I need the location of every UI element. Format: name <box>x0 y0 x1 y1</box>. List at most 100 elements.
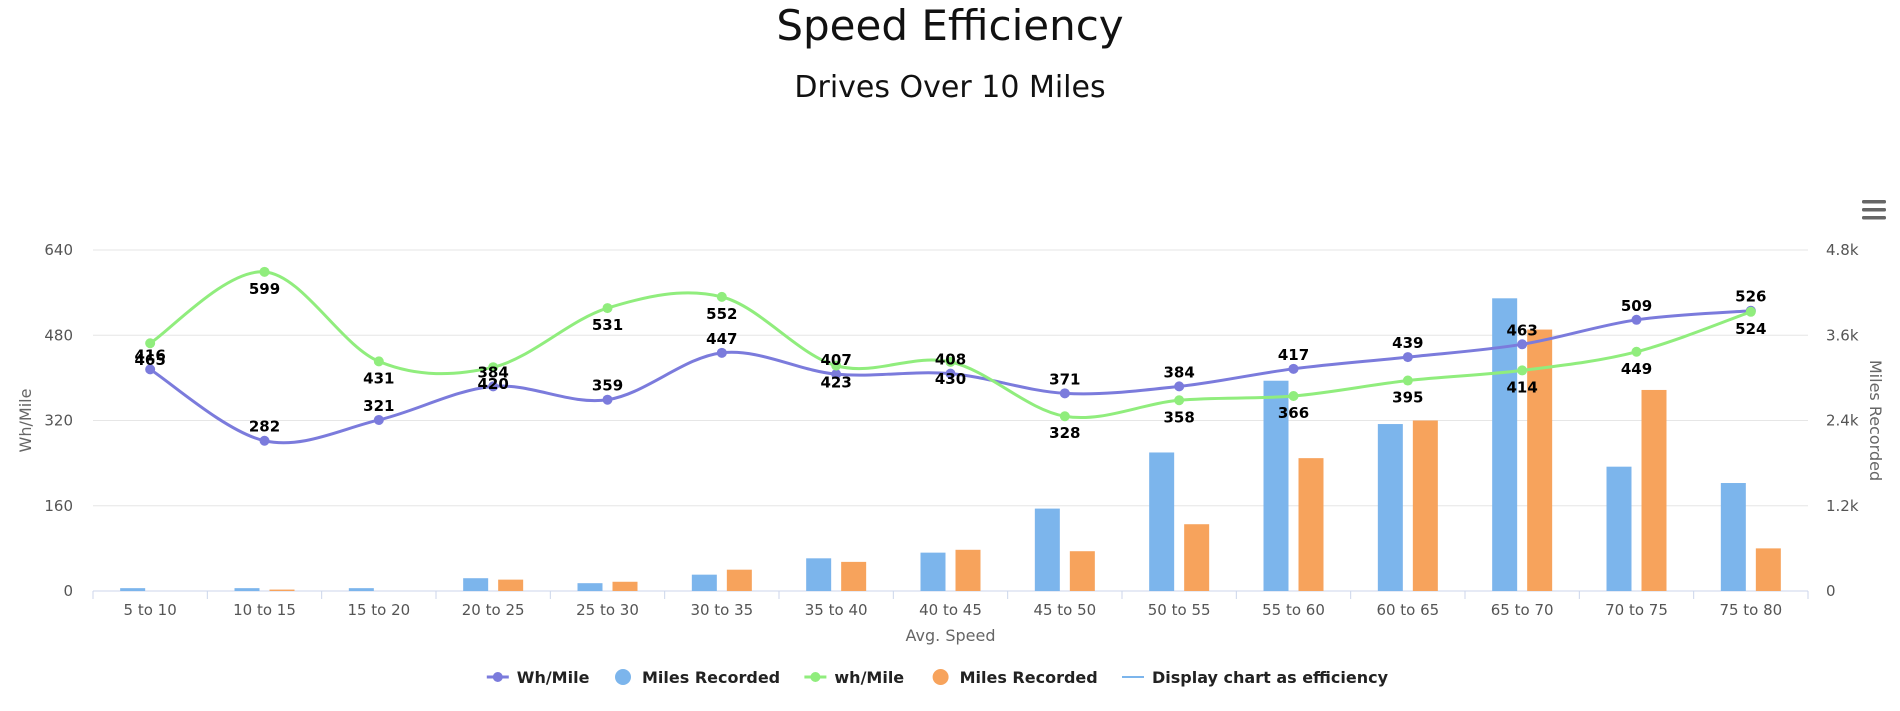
bar-1-8 <box>1034 508 1060 591</box>
data-label-2-10: 366 <box>1278 404 1309 422</box>
bar-3-1 <box>269 589 295 591</box>
bar-1-4 <box>577 583 603 591</box>
hamburger-menu-icon[interactable] <box>1858 196 1890 226</box>
legend-item-4[interactable]: Display chart as efficiency <box>1122 668 1389 687</box>
legend-marker-symbol <box>615 669 631 685</box>
bar-3-7 <box>955 549 981 591</box>
y-left-tick-label: 160 <box>44 497 73 515</box>
legend-item-2[interactable]: wh/Mile <box>804 668 904 687</box>
x-tick-label: 20 to 25 <box>462 601 525 619</box>
bar-3-4 <box>612 581 638 591</box>
bar-1-0 <box>120 588 146 591</box>
x-tick-label: 5 to 10 <box>124 601 177 619</box>
point-2-11 <box>1402 375 1413 386</box>
data-label-0-12: 463 <box>1507 321 1538 339</box>
point-0-8 <box>1059 388 1070 399</box>
y-left-axis-title: Wh/Mile <box>16 389 35 453</box>
point-0-4 <box>602 394 613 405</box>
point-2-7 <box>945 356 956 367</box>
x-tick-label: 65 to 70 <box>1491 601 1554 619</box>
legend-marker-symbol <box>810 672 821 682</box>
point-2-4 <box>602 303 613 314</box>
point-2-0 <box>145 338 156 349</box>
data-label-0-6: 407 <box>821 351 852 369</box>
x-tick-label: 15 to 20 <box>347 601 410 619</box>
y-right-tick-label: 3.6k <box>1826 326 1859 344</box>
line-series <box>145 266 1756 446</box>
data-label-2-9: 358 <box>1164 408 1195 426</box>
point-0-5 <box>716 347 727 358</box>
point-0-3 <box>488 381 499 392</box>
legend-item-0[interactable]: Wh/Mile <box>486 668 590 687</box>
y-right-tick-label: 4.8k <box>1826 241 1859 259</box>
legend-item-1[interactable]: Miles Recorded <box>615 668 780 687</box>
x-tick-label: 10 to 15 <box>233 601 296 619</box>
bar-3-9 <box>1184 524 1210 591</box>
legend-label: Miles Recorded <box>642 668 780 687</box>
data-label-2-12: 414 <box>1507 378 1538 396</box>
point-0-1 <box>259 435 270 446</box>
line-0 <box>149 309 1751 445</box>
data-label-0-4: 359 <box>592 377 623 395</box>
data-label-0-11: 439 <box>1392 334 1423 352</box>
point-2-14 <box>1745 306 1756 317</box>
data-label-0-2: 321 <box>363 397 394 415</box>
bar-3-13 <box>1641 389 1667 591</box>
y-right-tick-label: 0 <box>1826 582 1836 600</box>
legend-label: Miles Recorded <box>960 668 1098 687</box>
point-2-10 <box>1288 390 1299 401</box>
point-0-7 <box>945 368 956 379</box>
y-left-tick-label: 640 <box>44 241 73 259</box>
data-label-2-14: 524 <box>1735 320 1766 338</box>
data-label-0-9: 384 <box>1164 363 1195 381</box>
chart-title: Speed Efficiency <box>776 1 1123 50</box>
point-0-0 <box>145 364 156 375</box>
data-label-2-0: 465 <box>135 351 166 369</box>
x-tick-label: 70 to 75 <box>1605 601 1668 619</box>
point-0-12 <box>1517 339 1528 350</box>
y-right-tick-label: 1.2k <box>1826 497 1859 515</box>
point-2-6 <box>831 360 842 371</box>
bar-1-5 <box>691 574 717 591</box>
data-label-0-14: 526 <box>1735 288 1766 306</box>
bar-1-13 <box>1606 466 1632 591</box>
x-tick-label: 25 to 30 <box>576 601 639 619</box>
bar-1-6 <box>806 558 832 591</box>
bar-1-10 <box>1263 380 1289 591</box>
data-label-0-5: 447 <box>706 330 737 348</box>
x-tick-label: 35 to 40 <box>805 601 868 619</box>
point-0-10 <box>1288 363 1299 374</box>
bar-3-10 <box>1298 458 1324 591</box>
point-0-13 <box>1631 314 1642 325</box>
bar-1-1 <box>234 588 260 591</box>
data-label-2-3: 420 <box>478 375 509 393</box>
x-tick-label: 50 to 55 <box>1148 601 1211 619</box>
x-tick-label: 55 to 60 <box>1262 601 1325 619</box>
bar-1-9 <box>1149 452 1175 591</box>
data-label-0-8: 371 <box>1049 370 1080 388</box>
data-label-0-10: 417 <box>1278 346 1309 364</box>
x-tick-label: 75 to 80 <box>1719 601 1782 619</box>
point-2-3 <box>488 362 499 373</box>
x-tick-label: 60 to 65 <box>1376 601 1439 619</box>
legend-item-3[interactable]: Miles Recorded <box>932 668 1098 687</box>
point-2-12 <box>1517 365 1528 376</box>
legend-marker-symbol <box>492 672 503 682</box>
data-label-2-2: 431 <box>363 369 394 387</box>
x-axis-title: Avg. Speed <box>906 626 996 645</box>
data-label-0-0: 416 <box>135 346 166 364</box>
data-label-2-11: 395 <box>1392 389 1423 407</box>
y-right-axis-title: Miles Recorded <box>1866 360 1885 481</box>
y-left-tick-label: 0 <box>63 582 73 600</box>
x-tick-label: 40 to 45 <box>919 601 982 619</box>
bar-1-11 <box>1377 424 1403 591</box>
x-tick-label: 30 to 35 <box>690 601 753 619</box>
data-label-2-1: 599 <box>249 280 280 298</box>
point-0-9 <box>1174 381 1185 392</box>
legend-label: Wh/Mile <box>517 668 590 687</box>
legend-label: wh/Mile <box>834 668 904 687</box>
data-label-0-13: 509 <box>1621 297 1652 315</box>
data-label-2-6: 423 <box>821 374 852 392</box>
bar-3-5 <box>726 569 752 591</box>
